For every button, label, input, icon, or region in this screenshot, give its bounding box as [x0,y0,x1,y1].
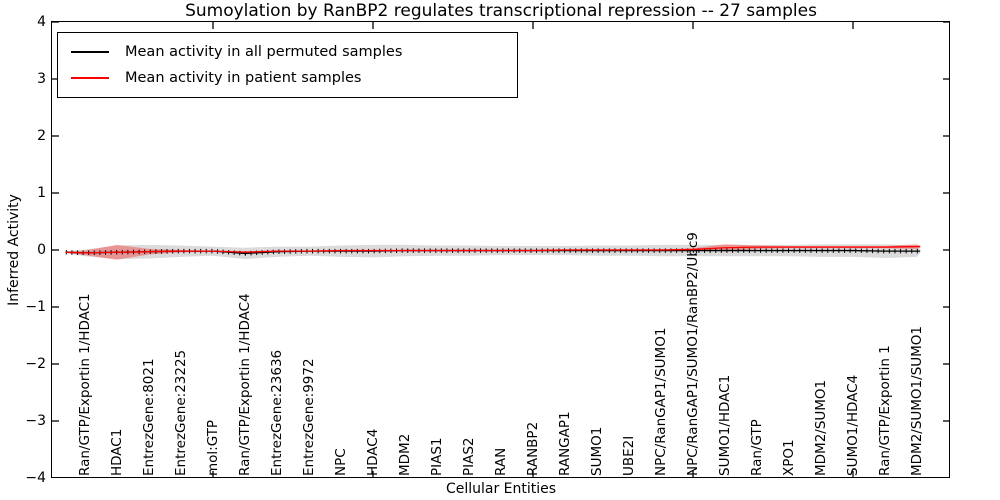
x-axis-label: Cellular Entities [445,481,557,497]
permuted-line-swatch [71,51,109,53]
legend-item-permuted: Mean activity in all permuted samples [71,39,517,65]
y-tick-label: 0 [37,242,46,258]
legend-item-patient: Mean activity in patient samples [71,65,517,91]
y-tick-label: 2 [37,128,46,144]
chart-canvas [52,22,950,478]
y-tick-label: −2 [25,356,46,372]
y-tick-label: −4 [25,470,46,486]
chart-title: Sumoylation by RanBP2 regulates transcri… [185,1,817,21]
legend-label-permuted: Mean activity in all permuted samples [125,44,403,60]
patient-line-swatch [71,77,109,79]
permuted-std-band [65,244,921,260]
y-tick-label: 1 [37,185,46,201]
legend: Mean activity in all permuted samples Me… [57,32,518,98]
y-tick-label: 4 [37,14,46,30]
patient-mean-line [65,245,921,254]
y-tick-label: −1 [25,299,46,315]
y-tick-label: 3 [37,71,46,87]
legend-label-patient: Mean activity in patient samples [125,70,362,86]
y-tick-label: −3 [25,413,46,429]
